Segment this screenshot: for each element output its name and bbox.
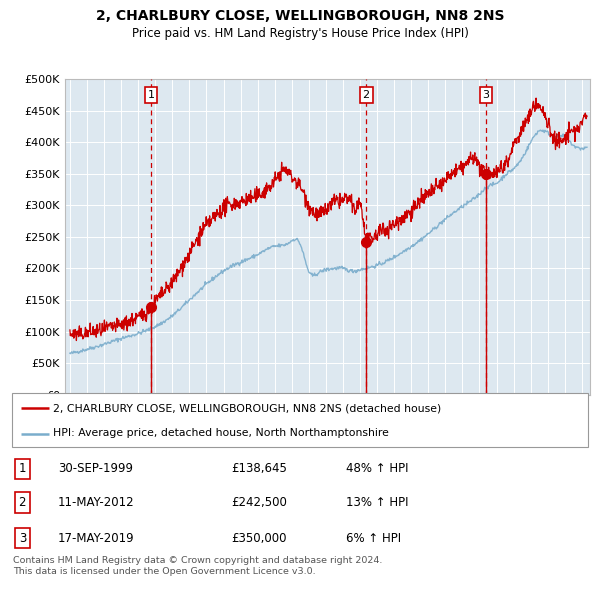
Text: £242,500: £242,500 <box>231 496 287 509</box>
Text: Contains HM Land Registry data © Crown copyright and database right 2024.
This d: Contains HM Land Registry data © Crown c… <box>13 556 383 576</box>
Text: Price paid vs. HM Land Registry's House Price Index (HPI): Price paid vs. HM Land Registry's House … <box>131 27 469 40</box>
Text: £350,000: £350,000 <box>231 532 286 545</box>
Text: 2, CHARLBURY CLOSE, WELLINGBOROUGH, NN8 2NS (detached house): 2, CHARLBURY CLOSE, WELLINGBOROUGH, NN8 … <box>53 403 442 413</box>
Text: 48% ↑ HPI: 48% ↑ HPI <box>346 463 409 476</box>
Text: 11-MAY-2012: 11-MAY-2012 <box>58 496 135 509</box>
Text: 2: 2 <box>362 90 370 100</box>
Text: 6% ↑ HPI: 6% ↑ HPI <box>346 532 401 545</box>
Text: £138,645: £138,645 <box>231 463 287 476</box>
Text: 17-MAY-2019: 17-MAY-2019 <box>58 532 135 545</box>
Text: 3: 3 <box>19 532 26 545</box>
Text: HPI: Average price, detached house, North Northamptonshire: HPI: Average price, detached house, Nort… <box>53 428 389 438</box>
Text: 1: 1 <box>19 463 26 476</box>
Text: 1: 1 <box>148 90 154 100</box>
Text: 3: 3 <box>482 90 489 100</box>
FancyBboxPatch shape <box>12 393 588 447</box>
Text: 13% ↑ HPI: 13% ↑ HPI <box>346 496 409 509</box>
Text: 2, CHARLBURY CLOSE, WELLINGBOROUGH, NN8 2NS: 2, CHARLBURY CLOSE, WELLINGBOROUGH, NN8 … <box>96 9 504 23</box>
Text: 2: 2 <box>19 496 26 509</box>
Text: 30-SEP-1999: 30-SEP-1999 <box>58 463 133 476</box>
